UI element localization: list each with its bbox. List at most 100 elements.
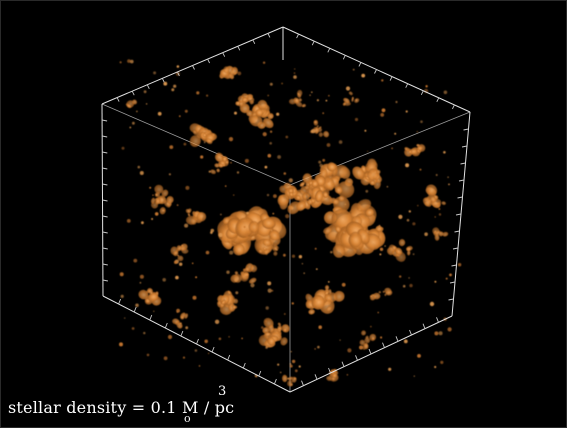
density-clump [214,152,224,162]
density-speck [163,356,168,361]
density-speck [416,131,418,133]
density-speck [173,260,178,264]
density-clump [222,156,228,162]
density-speck [265,346,268,349]
density-clump [391,245,397,250]
density-clump [210,169,216,175]
density-speck [121,146,125,150]
density-speck [135,303,139,308]
axis-tick [395,336,399,342]
density-speck [301,263,304,265]
axis-tick [422,323,426,329]
density-speck [261,326,264,329]
density-speck [405,110,408,113]
density-speck [380,113,385,117]
density-speck [379,247,384,251]
density-clump [180,315,185,320]
density-speck [149,186,152,189]
density-clump [394,247,403,256]
density-clump [385,289,393,296]
density-clump [192,130,197,135]
axis-tick [196,338,199,345]
density-speck [381,108,386,113]
density-speck [220,213,222,216]
axis-tick [242,362,246,369]
density-speck [145,103,148,105]
density-clump [263,244,266,247]
axis-tick [176,71,180,77]
density-speck [281,82,283,85]
density-clump [311,180,319,188]
axis-tick [368,348,372,355]
density-speck [345,86,351,91]
axis-tick [267,33,271,38]
density-speck [403,339,408,344]
density-clump [181,244,184,247]
axis-tick [451,264,457,267]
density-speck [184,109,188,113]
density-speck [151,218,154,220]
density-speck [269,82,273,86]
density-clump [404,147,408,150]
density-clump [196,211,207,222]
axis-tick [328,367,331,374]
density-speck [208,352,210,354]
density-clump [268,324,274,333]
caption-subscript: o [184,412,191,425]
density-clump [159,207,166,215]
axis-tick [222,52,226,57]
density-speck [162,278,166,282]
density-speck [223,239,226,242]
density-speck [346,374,349,376]
density-clump [332,373,338,379]
density-speck [322,112,325,115]
density-clump [172,318,180,325]
density-speck [449,273,452,277]
axis-tick [102,231,108,234]
density-speck [236,171,240,174]
density-clump [348,231,362,248]
density-speck [273,194,277,199]
density-clump [218,163,224,168]
density-speck [285,214,290,219]
density-clump [272,245,279,252]
density-clump [176,245,182,251]
axis-tick [436,97,440,103]
density-speck [318,160,322,164]
density-speck [330,251,333,254]
density-clump [352,166,365,180]
axis-tick [460,162,466,165]
density-speck [298,365,301,368]
density-clump [281,374,288,383]
density-speck [367,150,369,152]
axis-tick [211,346,215,353]
density-speck [294,369,298,373]
density-clump [288,188,294,194]
density-clump [214,163,220,168]
density-speck [291,359,296,364]
density-clump [241,96,248,103]
density-clump [348,91,353,96]
caption-label: stellar density = 0.1 M [8,398,199,417]
density-clump [354,98,360,103]
density-speck [204,339,208,344]
density-speck [265,320,267,322]
density-speck [196,91,200,95]
density-speck [434,216,436,218]
axis-tick [252,39,256,45]
density-speck [224,185,227,187]
density-speck [230,161,232,164]
density-clump [161,189,169,197]
density-clump [364,208,374,217]
density-clump [184,313,189,319]
axis-tick [342,55,346,60]
density-speck [318,325,323,330]
density-clump [155,198,161,205]
axis-tick [449,281,456,284]
density-speck [267,281,272,286]
density-speck [314,348,316,350]
density-clump [364,337,371,344]
axis-tick [192,65,195,70]
density-clump [378,290,382,294]
density-speck [198,365,201,367]
